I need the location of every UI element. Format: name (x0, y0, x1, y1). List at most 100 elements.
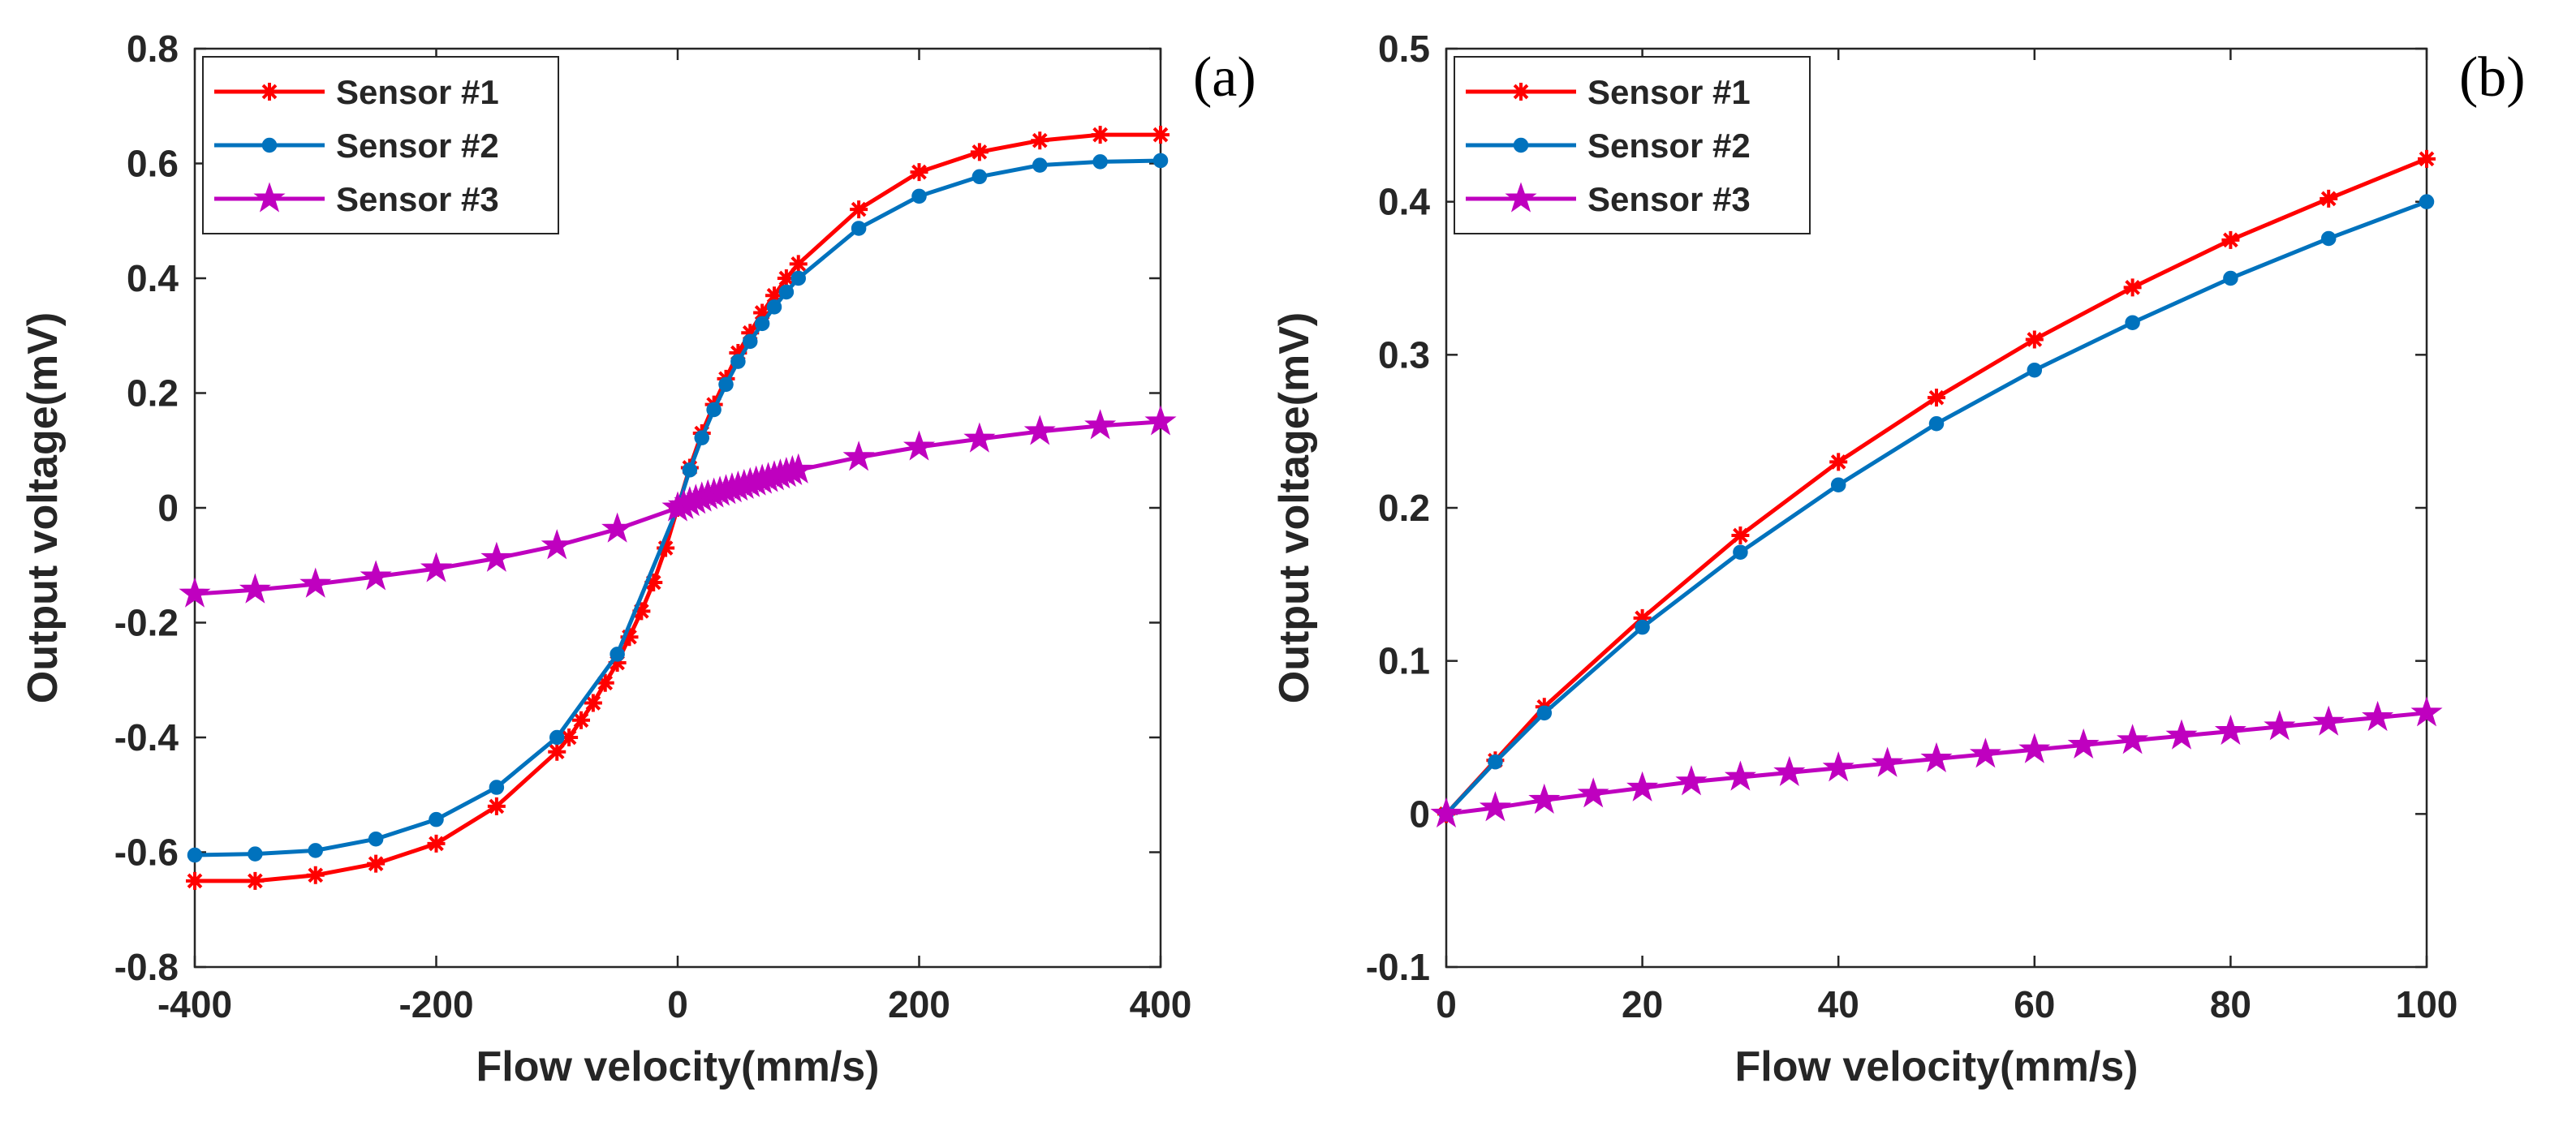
panel-b-series-3-point (2312, 705, 2345, 736)
panel-a-series-3-point (601, 512, 634, 543)
panel-b-legend-marker-3 (1505, 182, 1537, 213)
panel-b-y-axis-title: Output voltage(mV) (1271, 312, 1318, 703)
panel-b-y-tick-label: 0 (1409, 793, 1430, 835)
panel-a-series-3-point (179, 577, 211, 608)
panel-a-series-1-point (657, 539, 675, 557)
panel-a-series-3-point (1084, 409, 1117, 440)
panel-b-series-3-point (2264, 710, 2296, 741)
panel-b-series-3-point (1920, 741, 1953, 773)
panel-a-series-1-point (584, 694, 602, 712)
panel-b-x-tick-label: 20 (1622, 983, 1663, 1025)
panel-a-series-2-point (368, 831, 384, 847)
panel-a-series-2-point (694, 430, 709, 445)
panel-b-legend-entry-3: Sensor #3 (1587, 180, 1751, 218)
panel-a-y-tick-label: -0.4 (114, 716, 179, 759)
panel-a-series-1-point (548, 742, 566, 761)
panel-b-x-tick-label: 80 (2210, 983, 2251, 1025)
panel-a-series-3-point (842, 441, 875, 471)
panel-b-x-tick-label: 0 (1436, 983, 1457, 1025)
panel-a-series-2-point (743, 333, 758, 350)
panel-b-series-1-point (1633, 608, 1652, 627)
panel-a-series-1-point (572, 711, 590, 729)
panel-a-y-tick-label: 0.6 (127, 143, 179, 185)
panel-b-legend-entry-1: Sensor #1 (1587, 73, 1751, 111)
panel-b-series-2-point (1733, 544, 1748, 560)
panel-b-series-3-point (2067, 728, 2100, 759)
panel-a-y-tick-label: 0 (157, 487, 179, 529)
panel-a-series-3-point (963, 422, 996, 453)
panel-a-series-2-point (308, 843, 323, 858)
panel-a-plot-area: -400 -200 0 200 400 -0.8 -0.6 -0.4 -0.2 0 0.2 0.4 0.… (114, 28, 1192, 1025)
panel-a-series-2-point (754, 316, 770, 332)
panel-a-x-tick-label: 200 (888, 983, 950, 1025)
panel-a-x-tick-label: -400 (157, 983, 232, 1025)
panel-a-x-tick-label: 0 (667, 983, 688, 1025)
panel-b-y-tick-label: 0.5 (1378, 28, 1430, 70)
panel-a-series-1-point (632, 602, 651, 621)
panel-b-series-3-point (1577, 777, 1609, 808)
panel-b-series-2-line (1445, 200, 2427, 816)
panel-a-series-3-point (360, 560, 392, 591)
panel-b-series-3 (1430, 696, 2443, 827)
panel-b-series-1-line (1445, 157, 2427, 816)
panel-b-series-2-point (1635, 619, 1650, 635)
panel-a-series-2-point (851, 221, 867, 236)
panel-a-series-1-point (765, 286, 783, 305)
panel-a-series-1-point (427, 834, 446, 853)
panel-a-series-1-point (596, 673, 614, 692)
panel-a-series-3-point (902, 430, 936, 461)
panel-b-x-tick-label: 100 (2396, 983, 2458, 1025)
panel-a-legend-marker-3 (253, 182, 286, 213)
panel-a-series-1-point (1091, 126, 1109, 144)
panel-a-series-2-point (1152, 153, 1169, 169)
panel-a-series-2-point (429, 811, 444, 827)
panel-b-legend: Sensor #1 Sensor #2 Sensor #3 (1454, 56, 1811, 234)
panel-a-legend-entry-3: Sensor #3 (336, 180, 499, 218)
panel-a-series-2-point (971, 169, 988, 185)
panel-a-series-3-point (782, 453, 815, 484)
panel-a-series-2-point (610, 647, 625, 662)
panel-a-series-2-point (778, 284, 795, 300)
panel-b-series-2-point (2419, 194, 2435, 209)
panel-a-y-tick-label: 0.4 (127, 257, 179, 299)
panel-a-y-tick-label: 0.2 (127, 372, 179, 415)
panel-b-legend-marker-1 (1512, 83, 1530, 101)
panel-a-series-2 (187, 153, 1169, 863)
panel-a-series-3-point (1144, 405, 1177, 436)
panel-b-x-tick-label: 40 (1818, 983, 1859, 1025)
panel-a-series-3-point (239, 573, 271, 604)
panel-b-series-2-point (2320, 230, 2337, 247)
panel-b-x-axis-title: Flow velocity(mm/s) (1735, 1043, 2139, 1090)
panel-b-y-tick-label: 0.2 (1378, 487, 1430, 529)
panel-b-series-2-point (2223, 270, 2238, 286)
panel-b-series-3-point (1969, 737, 2001, 768)
panel-a-series-1-point (1152, 126, 1170, 144)
panel-b-series-3-point (1675, 765, 1708, 796)
panel-a-y-tick-label: -0.6 (114, 832, 179, 874)
panel-a-y-tick-label: -0.8 (114, 946, 179, 988)
panel-a-series-1-point (560, 729, 579, 746)
panel-a-series-1-point (970, 143, 989, 161)
panel-b-series-2-point (2125, 315, 2140, 330)
panel-b-series-3-point (1479, 791, 1511, 822)
panel-a-series-2-point (682, 462, 698, 478)
panel-a-legend-marker-1 (261, 83, 278, 101)
panel-b-label: (b) (2459, 46, 2526, 109)
panel-a-series-2-point (790, 270, 806, 286)
panel-a-series-2-point (1032, 157, 1048, 173)
panel-a-series-3-point (1023, 415, 1056, 445)
panel-a-y-tick-label: 0.8 (127, 28, 179, 70)
panel-b-y-tick-label: 0.1 (1378, 640, 1430, 682)
panel-b-y-tick-label: 0.4 (1378, 181, 1430, 223)
panel-a-series-1-point (487, 797, 506, 815)
panel-a-series-2-point (706, 402, 722, 418)
panel-a-series-2-point (718, 376, 734, 393)
panel-a-series-3-point (480, 541, 513, 572)
panel-a-series-2-point (1092, 154, 1108, 170)
panel-b-series-3-point (1773, 755, 1806, 787)
panel-b-series-3-point (2018, 733, 2051, 763)
panel-a-series-1-point (246, 871, 265, 890)
panel-a-legend-marker-2 (261, 137, 278, 153)
panel-a-x-tick-label: -200 (398, 983, 473, 1025)
